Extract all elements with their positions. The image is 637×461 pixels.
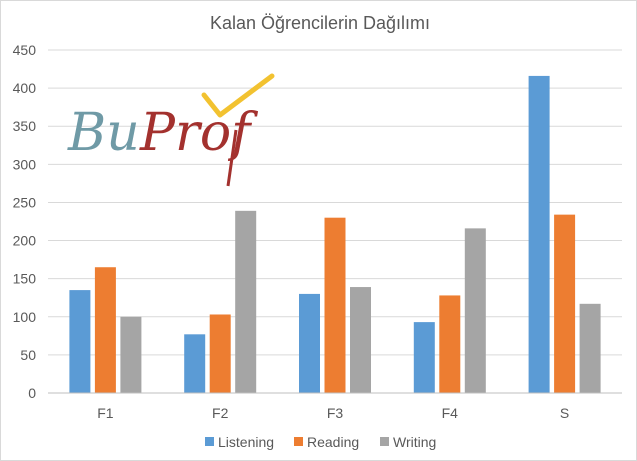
y-tick-label: 450	[13, 42, 37, 58]
bar-writing-f3	[350, 287, 371, 393]
legend-swatch-reading	[294, 437, 303, 446]
bar-writing-f1	[120, 316, 142, 393]
bars	[69, 75, 601, 393]
x-tick-label: F3	[327, 405, 344, 421]
y-tick-label: 100	[13, 309, 37, 325]
y-tick-label: 0	[28, 385, 36, 401]
gridlines	[48, 49, 622, 356]
y-tick-label: 400	[13, 80, 37, 96]
watermark-logo: Bu Prof	[67, 73, 275, 187]
y-tick-label: 350	[13, 118, 37, 134]
legend-label-reading: Reading	[307, 434, 359, 450]
x-tick-labels: F1 F2 F3 F4 S	[97, 405, 569, 421]
y-tick-label: 150	[13, 271, 37, 287]
bar-reading-f2	[209, 314, 231, 393]
bar-reading-f4	[439, 295, 461, 393]
x-tick-label: F4	[442, 405, 459, 421]
x-tick-label: F2	[212, 405, 229, 421]
y-tick-label: 250	[13, 194, 37, 210]
x-tick-label: S	[560, 405, 569, 421]
checkmark-icon	[201, 73, 275, 118]
bar-listening-f4	[413, 322, 435, 393]
bar-reading-f3	[324, 217, 346, 393]
watermark-prof: Prof	[139, 103, 258, 163]
bar-writing-f2	[235, 210, 257, 393]
legend-swatch-listening	[205, 437, 214, 446]
y-tick-labels: 0 50 100 150 200 250 300 350 400 450	[13, 42, 37, 401]
bar-reading-f1	[94, 267, 116, 393]
watermark-flourish	[226, 129, 238, 187]
legend-swatch-writing	[380, 437, 389, 446]
legend-label-listening: Listening	[218, 434, 274, 450]
watermark-bu: Bu	[67, 103, 140, 163]
y-tick-label: 50	[20, 347, 36, 363]
bar-writing-f4	[464, 228, 486, 393]
y-tick-label: 300	[13, 156, 37, 172]
bar-listening-f3	[299, 293, 320, 393]
bar-listening-f1	[69, 290, 91, 393]
y-tick-label: 200	[13, 233, 37, 249]
legend: Listening Reading Writing	[205, 434, 436, 450]
bar-listening-s	[528, 75, 550, 393]
x-tick-label: F1	[97, 405, 114, 421]
bar-listening-f2	[184, 334, 206, 393]
legend-label-writing: Writing	[393, 434, 436, 450]
bar-reading-s	[554, 214, 576, 393]
chart-title: Kalan Öğrencilerin Dağılımı	[210, 13, 430, 33]
bar-writing-s	[579, 303, 601, 393]
